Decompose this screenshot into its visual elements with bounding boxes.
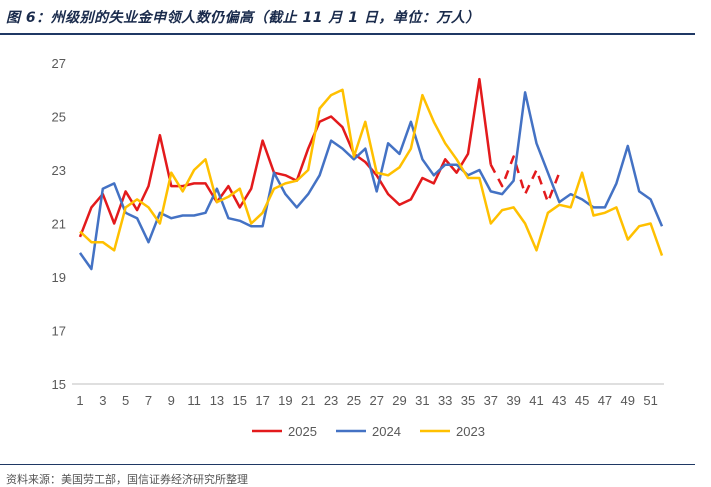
source-note: 资料来源：美国劳工部，国信证券经济研究所整理: [6, 471, 248, 487]
x-tick-label: 1: [76, 393, 83, 408]
x-tick-label: 7: [145, 393, 152, 408]
x-tick-label: 45: [575, 393, 589, 408]
x-tick-label: 39: [506, 393, 520, 408]
x-tick-label: 41: [529, 393, 543, 408]
x-tick-label: 47: [598, 393, 612, 408]
legend-label-2024: 2024: [372, 424, 401, 439]
x-tick-label: 23: [324, 393, 338, 408]
x-tick-label: 49: [621, 393, 635, 408]
y-tick-label: 21: [52, 217, 66, 232]
x-tick-label: 5: [122, 393, 129, 408]
x-tick-label: 29: [392, 393, 406, 408]
y-tick-label: 25: [52, 110, 66, 125]
x-tick-label: 37: [484, 393, 498, 408]
x-tick-label: 19: [278, 393, 292, 408]
series-line-2024: [80, 92, 662, 269]
x-tick-label: 31: [415, 393, 429, 408]
x-tick-label: 17: [255, 393, 269, 408]
x-tick-label: 21: [301, 393, 315, 408]
bottom-rule: [0, 464, 695, 465]
y-tick-label: 15: [52, 377, 66, 392]
x-tick-label: 15: [233, 393, 247, 408]
y-tick-label: 19: [52, 270, 66, 285]
series-layer: [80, 79, 662, 269]
x-tick-label: 43: [552, 393, 566, 408]
x-tick-label: 27: [369, 393, 383, 408]
y-tick-label: 27: [52, 56, 66, 71]
y-tick-label: 17: [52, 324, 66, 339]
legend: 2025 2024 2023: [252, 424, 485, 439]
x-tick-label: 11: [187, 393, 201, 408]
x-tick-label: 33: [438, 393, 452, 408]
x-tick-label: 35: [461, 393, 475, 408]
x-tick-label: 9: [168, 393, 175, 408]
x-tick-label: 51: [643, 393, 657, 408]
legend-label-2023: 2023: [456, 424, 485, 439]
x-tick-label: 3: [99, 393, 106, 408]
series-line-2025: [80, 79, 491, 237]
x-tick-label: 13: [210, 393, 224, 408]
x-tick-label: 25: [347, 393, 361, 408]
series-line-2025-dashed: [491, 157, 560, 203]
y-tick-label: 23: [52, 163, 66, 178]
legend-label-2025: 2025: [288, 424, 317, 439]
